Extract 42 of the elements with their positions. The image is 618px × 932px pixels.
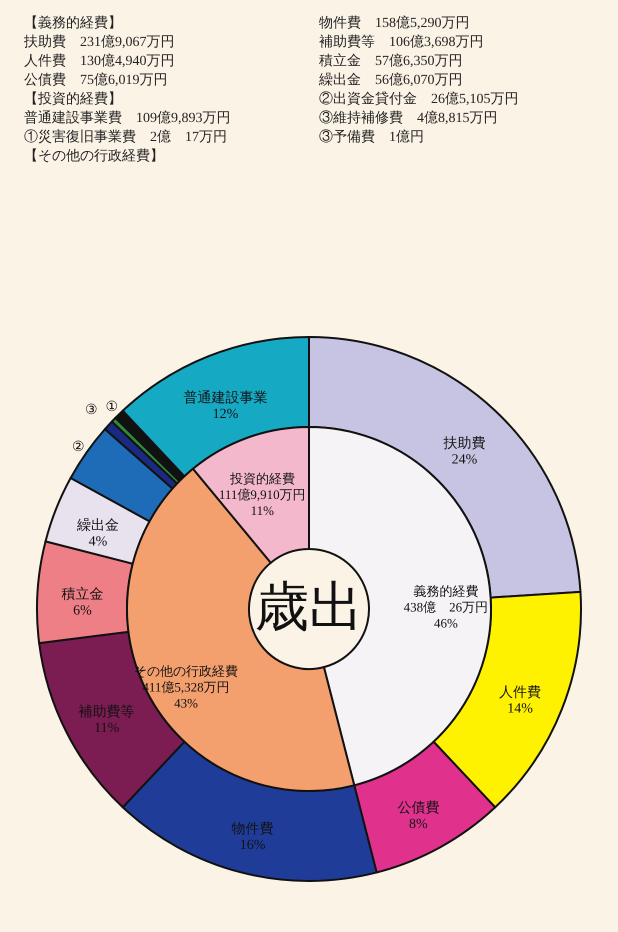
slice-label: 積立金 [61,586,104,603]
text: 物件費 158億5,290万円 [319,14,470,33]
text: 【投資的経費】 [24,90,123,109]
text: 人件費 130億4,940万円 [24,52,176,71]
slice-label: ③ [84,402,98,418]
text: 歳出 [255,577,363,637]
data-label: 43% [174,696,198,711]
text: ③維持補修費 4億8,815万円 [319,109,498,128]
slice-label: 補助費等 [78,704,135,720]
text: 【その他の行政経費】 [24,147,165,166]
data-label: 12% [212,406,239,422]
text: 補助費等 106億3,698万円 [319,33,484,52]
data-label: 11% [94,721,120,736]
slice-label: 義務的経費 [413,584,478,599]
text: ①災害復旧事業費 2億 17万円 [24,128,228,147]
data-label: 11% [250,503,274,518]
text: 扶助費 231億9,067万円 [24,33,176,52]
text: ③予備費 1億円 [319,128,425,147]
text: 積立金 57億6,350万円 [319,52,464,71]
data-label: 4% [88,534,108,550]
data-label: 14% [507,702,534,717]
text: ②出資金貸付金 26億5,105万円 [319,90,520,109]
slice-label: 投資的経費 [228,471,295,486]
slice-label: 繰出金 [76,517,119,534]
text: 【義務的経費】 [24,14,123,33]
text: 普通建設事業費 109億9,893万円 [24,109,232,128]
data-label: 46% [434,616,458,631]
slice-label: 物件費 [232,820,274,837]
data-label: 16% [240,838,266,853]
data-label: 8% [409,816,428,832]
data-label: 24% [452,452,478,468]
slice-label: ② [72,440,85,455]
text: 438億 26万円 [404,600,488,615]
text: 111億9,910万円 [218,487,306,502]
text: 公債費 75億6,019万円 [24,71,168,90]
slice-label: 人件費 [499,684,542,701]
slice-label: 公債費 [397,800,440,816]
data-label: 6% [73,604,92,619]
slice-label: 扶助費 [442,436,486,452]
slice-label: ① [106,400,119,416]
slice-label: 普通建設事業 [183,388,268,406]
text: 繰出金 56億6,070万円 [319,71,464,90]
